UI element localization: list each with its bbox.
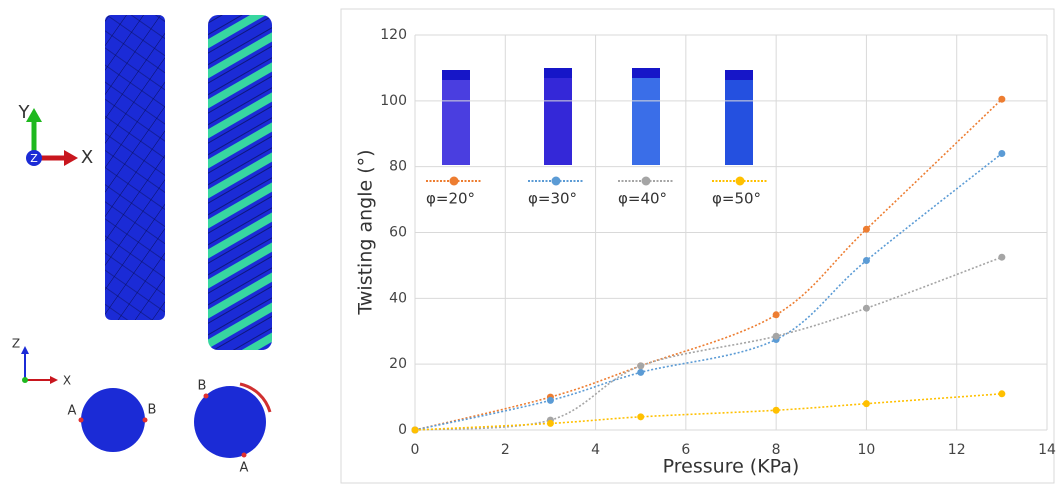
twisted-actuator	[208, 15, 272, 350]
point-marker	[143, 418, 148, 423]
axis-label: Z	[12, 337, 20, 351]
y-tick-label: 20	[389, 356, 407, 372]
y-tick-label: 120	[380, 27, 407, 43]
data-point	[998, 96, 1005, 103]
x-tick-label: 8	[772, 442, 781, 458]
legend-swatch	[552, 177, 561, 186]
legend-swatch	[450, 177, 459, 186]
data-point	[863, 226, 870, 233]
legend-label: φ=40°	[618, 190, 667, 208]
page: Y Z X Z X A B B A Pressure (KPa) Twistin…	[0, 0, 1056, 485]
figure: Y Z X Z X A B B A Pressure (KPa) Twistin…	[0, 0, 1056, 485]
data-point	[412, 427, 419, 434]
data-point	[863, 257, 870, 264]
data-point	[547, 397, 554, 404]
point-marker	[79, 418, 84, 423]
data-point	[773, 311, 780, 318]
untwisted-actuator	[105, 15, 165, 320]
y-tick-label: 60	[389, 225, 407, 241]
axis-label: X	[81, 147, 93, 168]
x-tick-label: 12	[948, 442, 966, 458]
point-label: A	[68, 404, 77, 419]
x-tick-label: 14	[1038, 442, 1056, 458]
y-axis-title: Twisting angle (°)	[355, 149, 377, 315]
data-point	[637, 369, 644, 376]
x-tick-label: 4	[591, 442, 600, 458]
data-point	[547, 420, 554, 427]
data-point	[998, 150, 1005, 157]
data-point	[773, 407, 780, 414]
x-tick-label: 10	[858, 442, 876, 458]
legend-label: φ=50°	[712, 190, 761, 208]
legend-label: φ=20°	[426, 190, 475, 208]
legend-swatch	[736, 177, 745, 186]
data-point	[998, 390, 1005, 397]
point-label: B	[148, 403, 157, 418]
y-tick-label: 100	[380, 93, 407, 109]
data-point	[773, 333, 780, 340]
x-tick-label: 6	[681, 442, 690, 458]
cross-section	[81, 388, 145, 452]
x-tick-label: 0	[411, 442, 420, 458]
legend-label: φ=30°	[528, 190, 577, 208]
data-point	[998, 254, 1005, 261]
axis-triad-top: Y Z X	[18, 102, 94, 168]
axis-label: Y	[18, 102, 31, 123]
data-point	[863, 305, 870, 312]
x-axis-title: Pressure (KPa)	[663, 456, 800, 478]
y-tick-label: 80	[389, 159, 407, 175]
point-label: B	[198, 379, 207, 394]
axis-label: X	[63, 374, 71, 388]
data-point	[863, 400, 870, 407]
legend-swatch	[642, 177, 651, 186]
y-tick-label: 40	[389, 290, 407, 306]
data-point	[637, 413, 644, 420]
y-tick-label: 0	[398, 422, 407, 438]
data-point	[637, 362, 644, 369]
point-marker	[242, 453, 247, 458]
x-tick-label: 2	[501, 442, 510, 458]
axis-label: Z	[30, 152, 38, 165]
point-marker	[204, 394, 209, 399]
point-label: A	[240, 461, 249, 476]
axis-triad-bottom: Z X	[12, 337, 71, 388]
